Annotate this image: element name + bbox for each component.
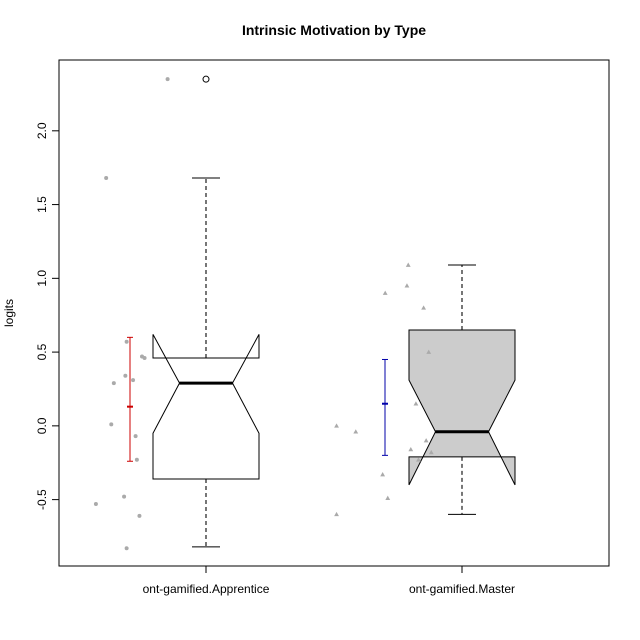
data-point	[134, 457, 139, 462]
plot-frame	[58, 59, 610, 567]
notched-box	[408, 329, 516, 486]
y-axis: -0.5 0.0 0.5 1.0 1.5 2.0	[35, 122, 60, 510]
group-apprentice	[93, 75, 260, 551]
data-point	[385, 495, 391, 500]
y-tick-label: 1.0	[35, 270, 49, 287]
data-point	[137, 513, 142, 518]
data-point	[133, 434, 138, 439]
y-tick-label: 0.5	[35, 343, 49, 360]
y-tick-label: 1.5	[35, 196, 49, 213]
data-point	[123, 373, 128, 378]
data-point	[428, 449, 434, 455]
group-master	[334, 262, 516, 517]
data-point	[405, 262, 411, 267]
y-tick-label: -0.5	[35, 489, 49, 510]
notched-box	[152, 334, 260, 480]
y-tick-label: 2.0	[35, 122, 49, 139]
data-point	[416, 457, 421, 462]
data-point	[142, 355, 147, 360]
data-point	[165, 77, 170, 82]
data-point	[426, 349, 432, 354]
data-point	[124, 339, 129, 344]
x-tick-label: ont-gamified.Apprentice	[143, 582, 270, 596]
data-point	[131, 378, 136, 383]
data-point	[111, 381, 116, 386]
data-point	[124, 546, 129, 551]
data-point	[408, 446, 414, 452]
data-point	[104, 176, 109, 181]
plot-area	[93, 75, 516, 551]
data-point	[413, 401, 419, 406]
data-point	[382, 290, 388, 295]
data-point	[380, 472, 386, 477]
data-point	[423, 438, 429, 443]
chart-title: Intrinsic Motivation by Type	[242, 22, 426, 38]
data-point	[334, 423, 339, 428]
data-point	[93, 502, 98, 507]
data-point	[421, 305, 426, 310]
data-point	[334, 511, 339, 517]
x-axis: ont-gamified.Apprentice ont-gamified.Mast…	[143, 566, 515, 596]
x-tick-label: ont-gamified.Master	[409, 582, 515, 596]
outlier-point	[202, 75, 210, 83]
y-axis-label: logits	[2, 299, 16, 327]
data-point	[109, 422, 114, 427]
data-point	[122, 494, 127, 499]
data-point	[353, 429, 359, 434]
data-point	[404, 283, 410, 288]
y-tick-label: 0.0	[35, 417, 49, 434]
